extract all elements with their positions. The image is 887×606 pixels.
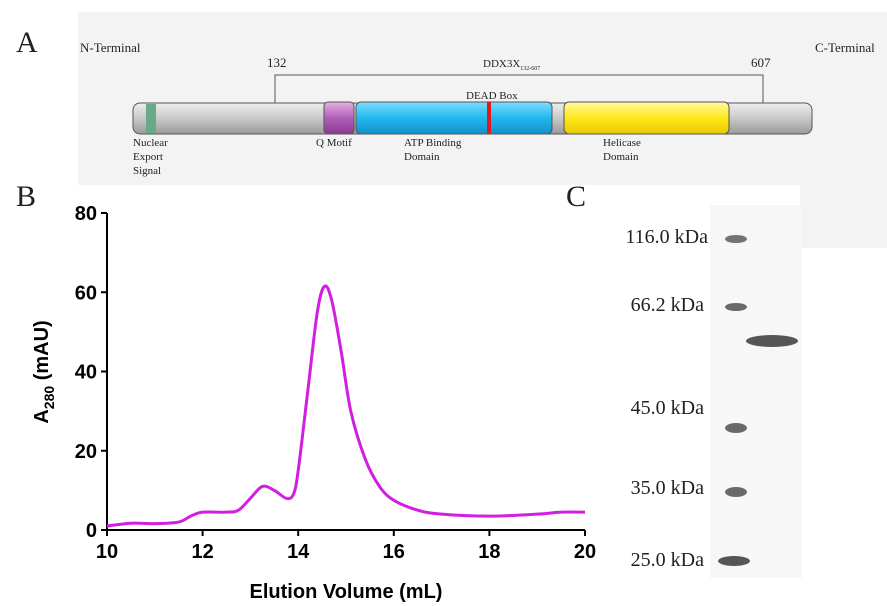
atp-label: Domain [404,151,440,163]
ladder-band [725,423,747,433]
panel-a-bg [78,12,887,185]
x-tick-label: 16 [383,541,405,563]
helicase-label: Helicase [603,137,641,149]
x-tick-label: 10 [96,541,118,563]
nes-label: Nuclear [133,137,168,149]
sample-band [746,335,798,347]
x-tick-label: 12 [191,541,213,563]
y-title-sub: 280 [41,386,57,410]
y-tick-label: 0 [86,520,97,542]
panel-letter: C [566,180,586,213]
marker-label: 35.0 kDa [631,477,704,499]
x-tick-label: 18 [478,541,500,563]
panel-a-bg [800,185,887,248]
n-terminal: N-Terminal [80,40,141,55]
c-terminal: C-Terminal [815,40,875,55]
nes-label: Signal [133,165,161,177]
y-axis-title: A280 (mAU) [31,320,57,423]
dead-box-label: DEAD Box [466,90,518,102]
nes-label: Export [133,151,163,163]
bracket [274,74,764,103]
y-title-unit: (mAU) [31,320,53,386]
nes-region [146,104,156,133]
end-residue: 607 [751,55,771,70]
start-residue: 132 [267,55,287,70]
y-tick-label: 60 [75,282,97,304]
ladder-band [725,487,747,497]
marker-label: 116.0 kDa [625,226,708,248]
panel-letter: A [16,26,38,59]
x-tick-label: 20 [574,541,596,563]
y-tick-label: 80 [75,203,97,225]
data-line [106,284,586,528]
x-axis-title: Elution Volume (mL) [250,581,443,603]
helicase-domain [563,101,730,135]
y-tick-label: 40 [75,362,97,384]
construct: DDX3X132-607 [483,58,540,72]
x-tick-label: 14 [287,541,310,563]
atp-domain [355,101,553,135]
q-motif-label: Q Motif [316,137,352,149]
marker-label: 66.2 kDa [631,294,704,316]
ladder-band [725,235,747,243]
construct-sub: 132-607 [520,66,540,72]
y-title-main: A [31,409,53,423]
atp-label: ATP Binding [404,137,462,149]
gel [710,205,802,578]
marker-label: 45.0 kDa [631,397,704,419]
construct-name: DDX3X [483,58,520,70]
y-tick-label: 20 [75,441,97,463]
dead-box [487,102,491,134]
helicase-label: Domain [603,151,639,163]
q-motif-region [323,101,355,135]
ladder-band [718,556,750,566]
ladder-band [725,303,747,311]
marker-label: 25.0 kDa [631,549,704,571]
gel-bands [718,235,798,566]
panel-letter: B [16,180,36,213]
